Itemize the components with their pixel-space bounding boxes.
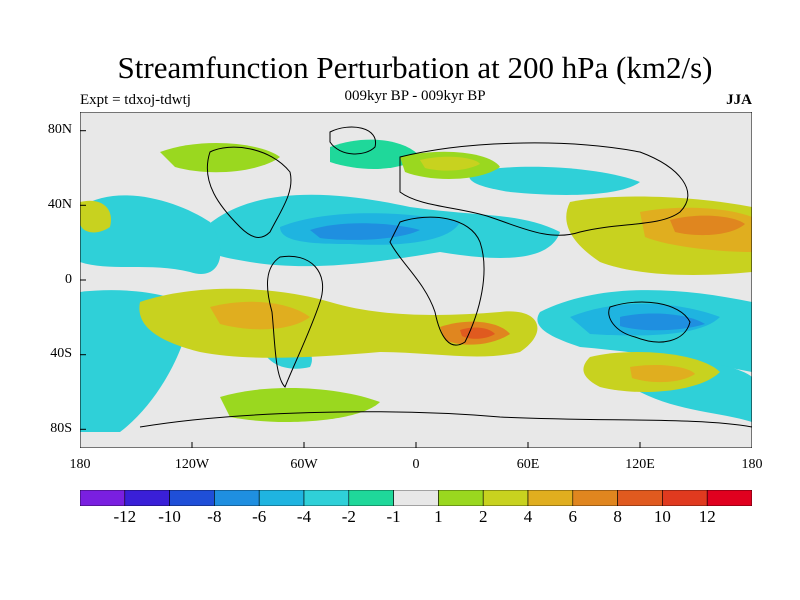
contour-pos-north-america (160, 142, 280, 173)
colorbar-label: -12 (113, 507, 137, 526)
coast-south-america (267, 255, 324, 388)
colorbar-swatch (438, 490, 484, 506)
colorbar-swatch (348, 490, 394, 506)
lat-label-40s: 40S (50, 346, 72, 361)
colorbar-label: -1 (386, 507, 401, 526)
colorbar-label: -4 (296, 507, 312, 526)
contour-pos-europe-core (420, 156, 480, 171)
colorbar-label: -2 (341, 507, 356, 526)
colorbar-label: 10 (653, 507, 671, 526)
colorbar-label: 1 (434, 507, 443, 526)
colorbar-label: 4 (523, 507, 533, 526)
colorbar-swatch (662, 490, 708, 506)
colorbar-label: -8 (207, 507, 222, 526)
map-plot (80, 112, 752, 448)
coast-north-america (206, 146, 292, 238)
colorbar-swatch (617, 490, 663, 506)
colorbar-label: -10 (158, 507, 181, 526)
contour-pos-southern-indian-core (630, 364, 695, 383)
lat-label-40n: 40N (47, 197, 72, 212)
colorbar-swatch (80, 490, 126, 506)
contour-neg-east-pacific (80, 195, 221, 274)
colorbar-swatch (124, 490, 170, 506)
contour-pos-south-africa-inner (460, 327, 495, 339)
lat-label-80s: 80S (50, 421, 72, 436)
colorbar-label: -6 (252, 507, 267, 526)
colorbar-label: 6 (568, 507, 578, 526)
contour-pos-antarctic (220, 387, 380, 422)
coast-africa (389, 216, 485, 346)
contour-pos-north-pacific-west (80, 200, 111, 233)
colorbar-swatch (214, 490, 260, 506)
contour-neg-north-asia (469, 166, 640, 195)
contour-neg-north-atlantic-inner (310, 223, 420, 240)
contour-pos-nw-pacific-inner (670, 215, 745, 236)
colorbar (80, 490, 752, 506)
lon-label-0: 0 (412, 457, 420, 472)
colorbar-swatch (527, 490, 574, 506)
map-ticks (80, 130, 641, 448)
coast-australia (608, 301, 691, 343)
colorbar-swatch (706, 490, 752, 506)
lon-label-180e: 180 (741, 457, 763, 472)
lon-label-180w: 180 (69, 457, 91, 472)
lon-label-60e: 60E (516, 457, 540, 472)
contour-neg-australia-inner (620, 313, 705, 331)
colorbar-swatch (169, 490, 215, 506)
coastlines (139, 126, 752, 428)
colorbar-label: 12 (698, 507, 716, 526)
colorbar-label: 2 (478, 507, 488, 526)
colorbar-swatch (482, 490, 529, 506)
lon-label-60w: 60W (290, 457, 318, 472)
lat-label-0: 0 (65, 272, 72, 287)
experiment-label: Expt = tdxoj-tdwtj (80, 92, 191, 108)
contour-weak-neg-north (330, 139, 420, 169)
coast-greenland (329, 126, 376, 155)
contour-pos-south-america-core (210, 301, 310, 330)
season-label: JJA (726, 92, 752, 108)
lon-label-120e: 120E (625, 457, 655, 472)
colorbar-label: 8 (613, 507, 622, 526)
chart-subtitle: 009kyr BP - 009kyr BP (344, 88, 486, 104)
colorbar-swatch (303, 490, 350, 506)
coast-antarctica (139, 411, 752, 428)
colorbar-swatch (393, 490, 439, 506)
colorbar-swatch (572, 490, 618, 506)
lat-label-80n: 80N (47, 122, 72, 137)
colorbar-swatch (258, 490, 305, 506)
chart-title: Streamfunction Perturbation at 200 hPa (… (117, 50, 713, 85)
coast-eurasia (399, 142, 689, 236)
lon-label-120w: 120W (174, 457, 210, 472)
